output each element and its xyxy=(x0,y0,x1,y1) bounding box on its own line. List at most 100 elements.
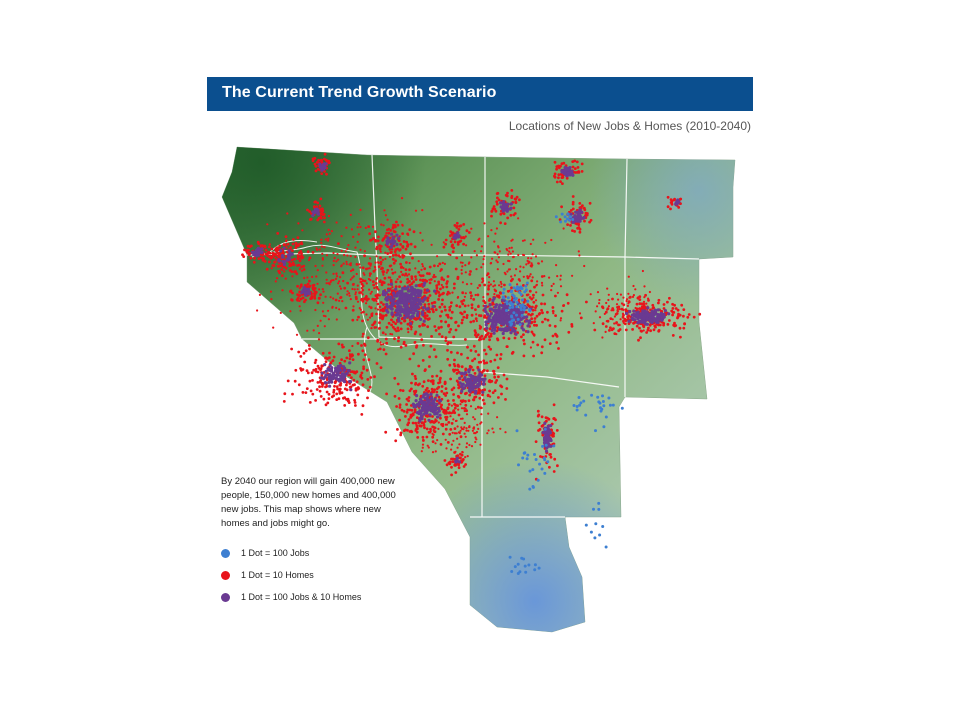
map-dot xyxy=(533,334,536,337)
map-dot xyxy=(481,398,485,402)
map-panel: The Current Trend Growth Scenario Locati… xyxy=(207,77,753,647)
map-dot xyxy=(399,388,402,392)
map-dot xyxy=(609,326,612,330)
map-dot xyxy=(428,405,433,409)
map-dot xyxy=(532,238,535,241)
map-dot xyxy=(522,275,525,278)
map-dot xyxy=(359,374,363,377)
map-dot xyxy=(298,287,301,290)
map-dot xyxy=(564,219,567,223)
map-dot xyxy=(371,225,375,228)
map-dot xyxy=(343,373,347,378)
map-dot xyxy=(322,301,325,304)
map-dot xyxy=(379,250,382,253)
map-dot xyxy=(531,308,535,312)
map-dot xyxy=(338,285,342,288)
map-dot xyxy=(407,399,410,403)
map-dot xyxy=(440,278,443,281)
map-dot xyxy=(481,369,485,373)
map-dot xyxy=(452,368,455,372)
map-dot xyxy=(673,197,676,201)
map-dot xyxy=(306,291,310,295)
map-dot xyxy=(427,401,431,405)
map-dot xyxy=(368,267,371,270)
map-dot xyxy=(359,278,362,281)
map-dot xyxy=(555,167,558,171)
map-dot xyxy=(460,300,463,303)
map-dot xyxy=(523,451,527,455)
map-dot xyxy=(444,339,448,342)
map-dot xyxy=(473,372,477,375)
map-dot xyxy=(320,241,323,244)
map-dot xyxy=(341,378,345,382)
map-dot xyxy=(515,300,519,304)
map-dot xyxy=(463,409,466,413)
map-dot xyxy=(419,231,422,234)
map-dot xyxy=(327,318,330,321)
map-dot xyxy=(282,246,286,250)
map-dot xyxy=(314,370,318,373)
map-dot xyxy=(337,258,340,261)
map-dot xyxy=(314,200,317,204)
map-dot xyxy=(559,274,562,277)
map-dot xyxy=(455,404,458,407)
map-dot xyxy=(575,405,579,408)
map-dot xyxy=(314,367,318,371)
map-dot xyxy=(372,269,376,273)
map-dot xyxy=(490,229,493,232)
map-dot xyxy=(345,380,349,384)
map-dot xyxy=(413,289,417,293)
map-dot xyxy=(340,358,343,361)
map-dot xyxy=(396,428,399,431)
map-dot xyxy=(271,264,275,267)
map-dot xyxy=(533,568,537,572)
map-dot xyxy=(479,443,482,446)
map-dot xyxy=(443,459,447,462)
map-dot xyxy=(606,308,609,311)
map-dot xyxy=(349,264,352,267)
map-dot xyxy=(392,291,396,295)
map-dot xyxy=(416,436,420,439)
map-dot xyxy=(422,319,426,323)
map-dot xyxy=(483,301,487,305)
map-dot xyxy=(323,325,326,328)
map-dot xyxy=(335,392,339,396)
map-dot xyxy=(619,293,622,296)
map-dot xyxy=(607,298,610,302)
map-dot xyxy=(424,388,428,392)
map-dot xyxy=(596,305,599,308)
map-dot xyxy=(534,255,538,258)
map-dot xyxy=(483,377,487,381)
map-dot xyxy=(501,309,505,313)
map-dot xyxy=(549,455,553,459)
map-dot xyxy=(504,312,508,316)
map-dot xyxy=(566,217,569,221)
map-dot xyxy=(624,318,628,322)
map-dot xyxy=(300,241,303,244)
map-dot xyxy=(624,308,628,312)
map-dot xyxy=(374,238,377,242)
map-dot xyxy=(642,325,646,329)
map-dot xyxy=(331,305,334,308)
map-dot xyxy=(442,278,446,282)
map-dot xyxy=(406,308,411,312)
map-dot xyxy=(525,319,529,323)
map-dot xyxy=(459,224,463,228)
map-dot xyxy=(562,304,566,307)
map-dot xyxy=(372,283,375,287)
map-dot xyxy=(421,239,424,242)
map-dot xyxy=(387,293,390,297)
map-dot xyxy=(305,369,309,372)
map-dot xyxy=(540,308,543,312)
map-dot xyxy=(435,402,439,406)
map-dot xyxy=(465,429,468,432)
map-dot xyxy=(569,224,572,227)
map-dot xyxy=(483,348,486,352)
map-dot xyxy=(457,408,460,411)
map-dot xyxy=(657,298,661,302)
map-dot xyxy=(523,239,526,242)
map-dot xyxy=(279,249,283,253)
map-dot xyxy=(360,413,364,416)
map-dot xyxy=(543,427,547,431)
map-dot xyxy=(513,197,517,201)
